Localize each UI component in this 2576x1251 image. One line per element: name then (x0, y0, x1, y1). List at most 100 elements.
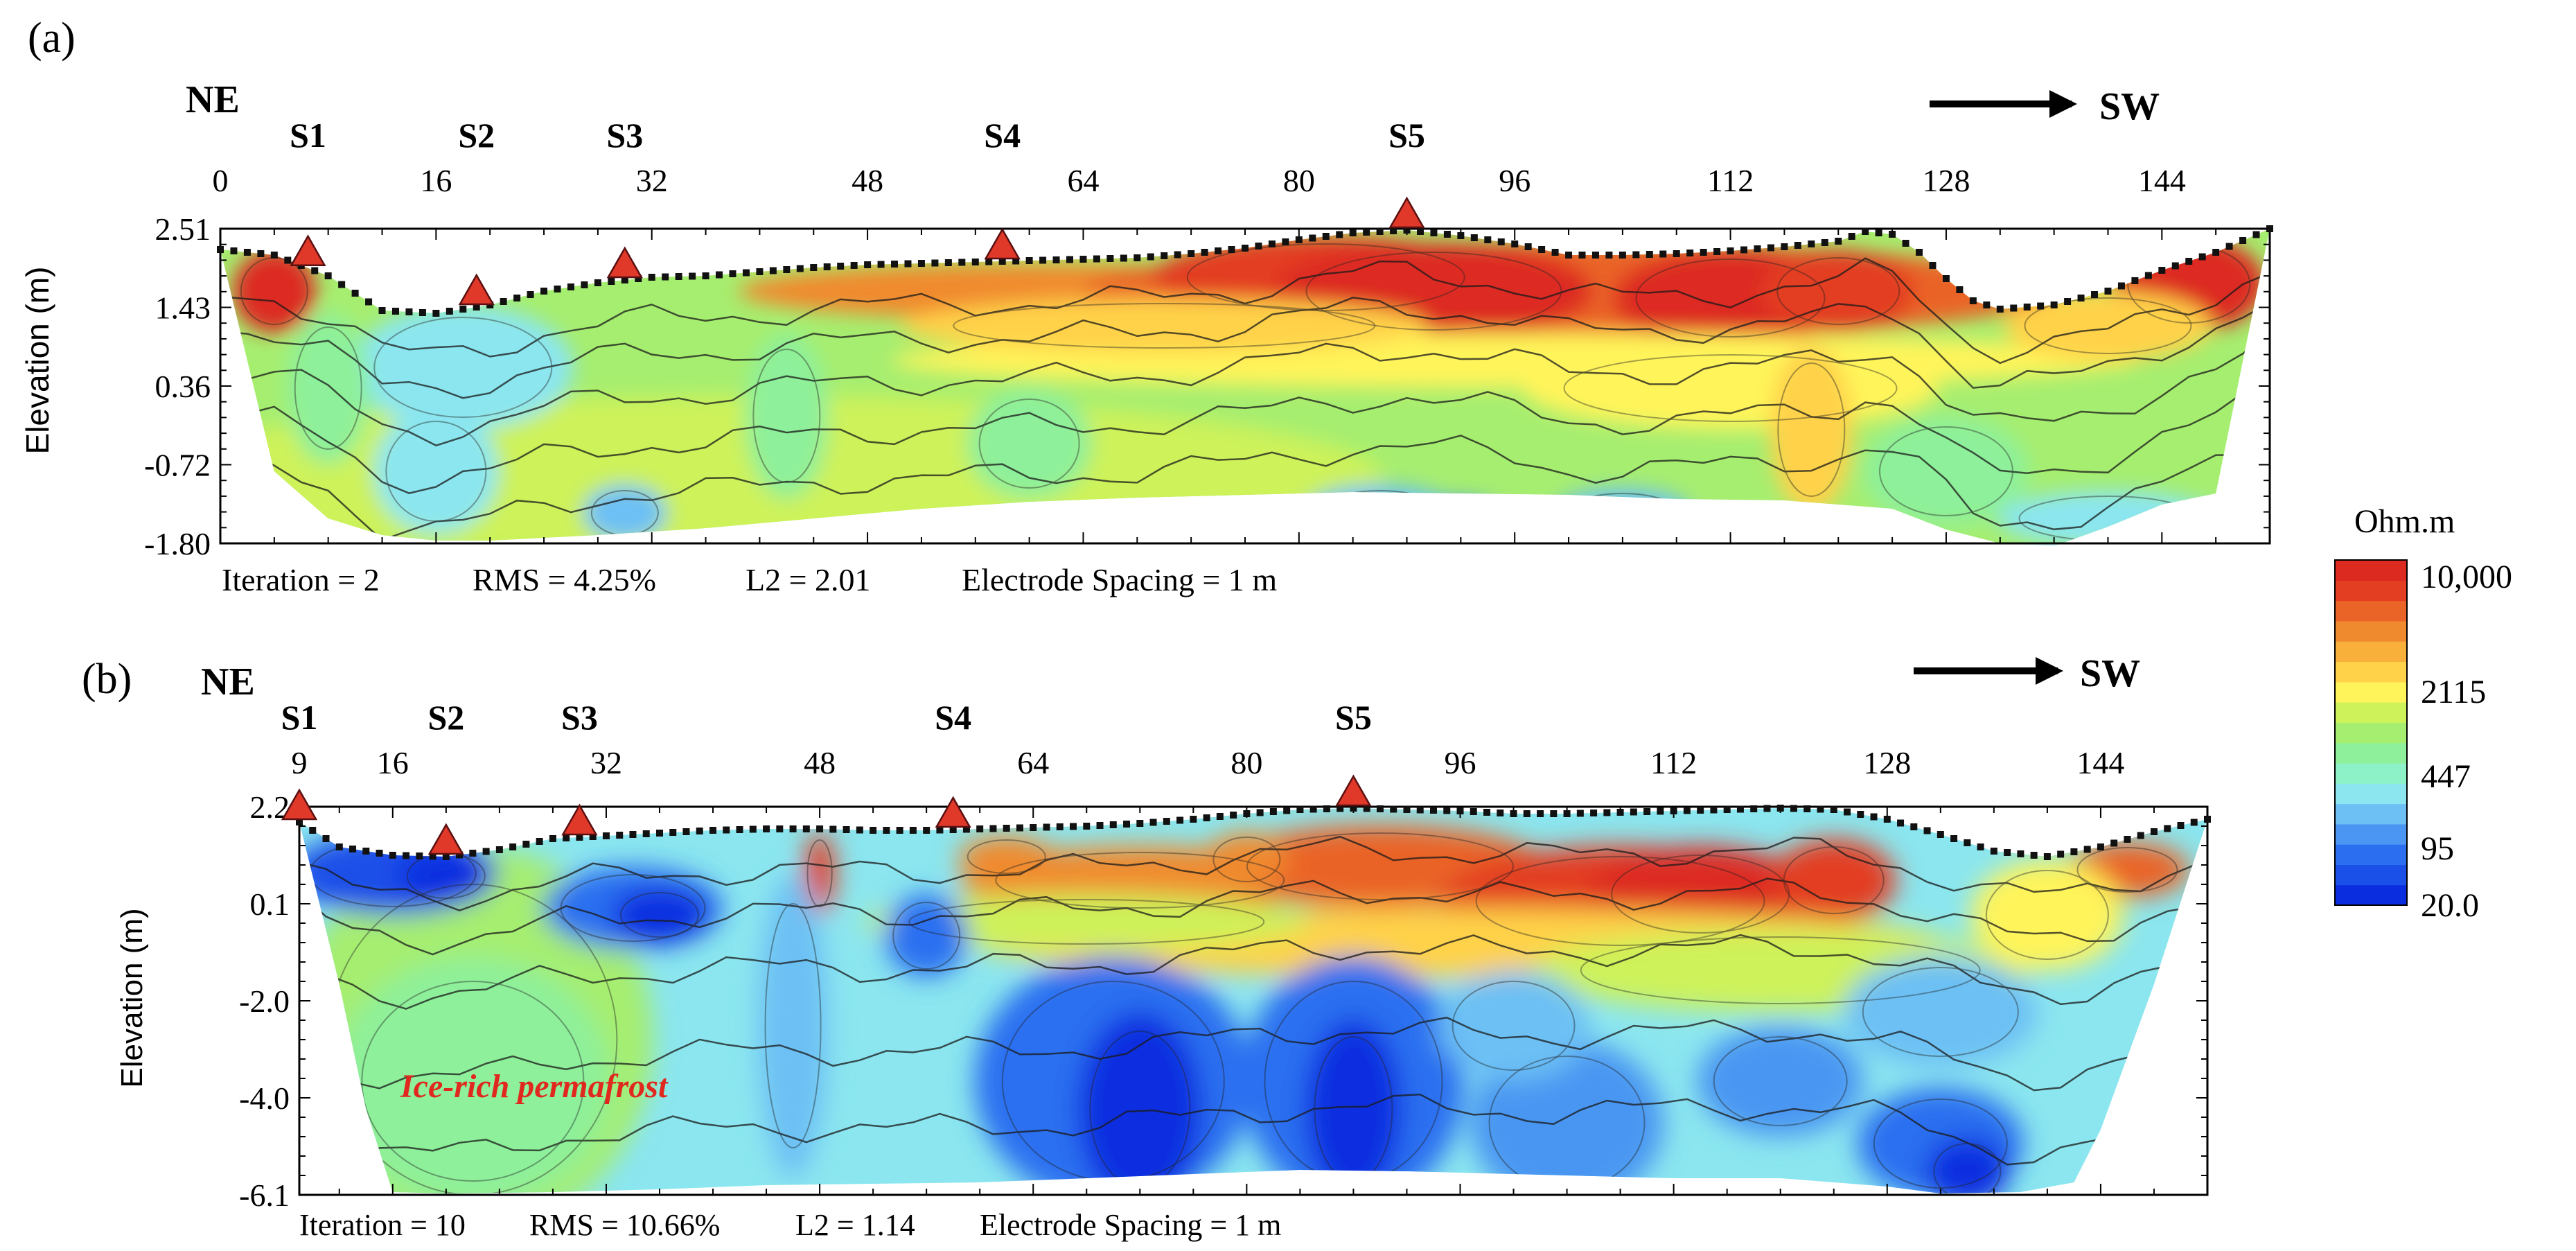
electrode (257, 250, 265, 257)
electrode (495, 846, 503, 853)
electrode (1430, 229, 1438, 236)
electrode (2164, 825, 2171, 832)
resistivity-anomaly (610, 887, 708, 943)
electrode (2144, 272, 2152, 279)
electrode (322, 835, 330, 842)
electrode (391, 308, 399, 315)
electrode (816, 825, 824, 832)
contour-line (1878, 426, 2013, 516)
contour-line (220, 331, 2270, 447)
electrode (217, 246, 224, 253)
resistivity-anomaly (334, 956, 612, 1193)
panel-b-resistivity-section (299, 808, 2207, 1193)
electrode (709, 827, 717, 834)
electrode (1282, 238, 1289, 245)
electrode (2212, 249, 2220, 256)
electrode (1483, 809, 1491, 816)
electrode (629, 831, 637, 838)
electrode (1457, 232, 1465, 239)
electrode (1470, 234, 1478, 241)
electrode (1003, 825, 1010, 832)
contour-line (361, 981, 585, 1182)
electrode (1686, 250, 1694, 256)
x-tick-label: 96 (1499, 163, 1530, 198)
contour-line (1186, 243, 1465, 311)
resistivity-fill (299, 808, 2207, 1193)
panel-a-electrodes (217, 225, 2273, 317)
electrode (1857, 811, 1864, 818)
resistivity-anomaly (1697, 1026, 1864, 1137)
electrode (696, 828, 703, 834)
electrode (482, 848, 490, 855)
electrode (1403, 227, 1411, 234)
panel-b-x-tick-labels: 9 16 32 48 64 80 96 112 128 144 (292, 745, 2125, 780)
electrode (763, 825, 770, 832)
contour-line (560, 874, 706, 942)
electrode (284, 256, 292, 264)
electrode (2023, 304, 2031, 310)
electrode (1875, 229, 1882, 236)
station-label-s5: S5 (1388, 116, 1425, 155)
electrode (1848, 233, 1855, 240)
electrode (1215, 247, 1222, 254)
colorbar-label: 95 (2421, 830, 2454, 867)
electrode (1106, 255, 1114, 262)
station-marker-s5 (1388, 196, 1425, 229)
electrode (432, 310, 440, 317)
electrode (1030, 824, 1037, 831)
electrode (1497, 810, 1504, 816)
contour-line (619, 892, 699, 938)
electrode (756, 268, 764, 275)
electrode (682, 828, 690, 835)
electrode (1093, 255, 1100, 263)
y-tick-label: -4.0 (239, 1081, 290, 1116)
electrode (1835, 238, 1842, 245)
electrode (829, 825, 837, 833)
electrode (1803, 805, 1811, 812)
electrode (1336, 231, 1343, 238)
electrode (549, 835, 556, 842)
electrode (989, 825, 997, 832)
electrode (1537, 810, 1544, 817)
colorbar-swatch (2335, 884, 2407, 906)
electrode (1188, 250, 1195, 257)
contour-line (892, 902, 961, 970)
electrode (1295, 236, 1303, 243)
resistivity-anomaly (865, 894, 1309, 950)
electrode (296, 819, 303, 825)
contour-line (220, 435, 2270, 541)
contour-line (967, 839, 1046, 874)
electrode (456, 851, 464, 859)
colorbar-swatches (2335, 560, 2407, 906)
electrode (1910, 823, 1918, 830)
colorbar-label: 20.0 (2421, 887, 2479, 924)
station-label-s1: S1 (281, 698, 318, 737)
electrode (870, 827, 877, 834)
electrode (1523, 810, 1530, 817)
contour-line (1985, 870, 2109, 960)
electrode (513, 295, 521, 301)
colorbar-label: 2115 (2421, 674, 2486, 710)
panel-b-iteration: Iteration = 10 (299, 1208, 466, 1242)
electrode (1025, 257, 1033, 264)
electrode (1228, 246, 1235, 253)
electrode (1511, 240, 1519, 247)
panel-b-label: (b) (82, 656, 132, 703)
electrode (2190, 819, 2198, 826)
electrode (1429, 807, 1437, 814)
electrode (616, 832, 624, 839)
electrode (1862, 228, 1869, 235)
electrode (1323, 805, 1330, 812)
electrode (2010, 304, 2018, 312)
electrode (1163, 818, 1170, 825)
panel-a-y-axis-label: Elevation (m) (19, 267, 55, 455)
electrode (1646, 251, 1653, 258)
resistivity-anomaly (1970, 859, 2124, 970)
contour-line (1475, 856, 1765, 946)
electrode (1605, 252, 1613, 259)
panel-b-rms: RMS = 10.66% (529, 1208, 720, 1242)
electrode (2104, 288, 2112, 295)
electrode (442, 853, 450, 860)
colorbar-swatch (2335, 681, 2407, 703)
electrode (723, 826, 730, 834)
